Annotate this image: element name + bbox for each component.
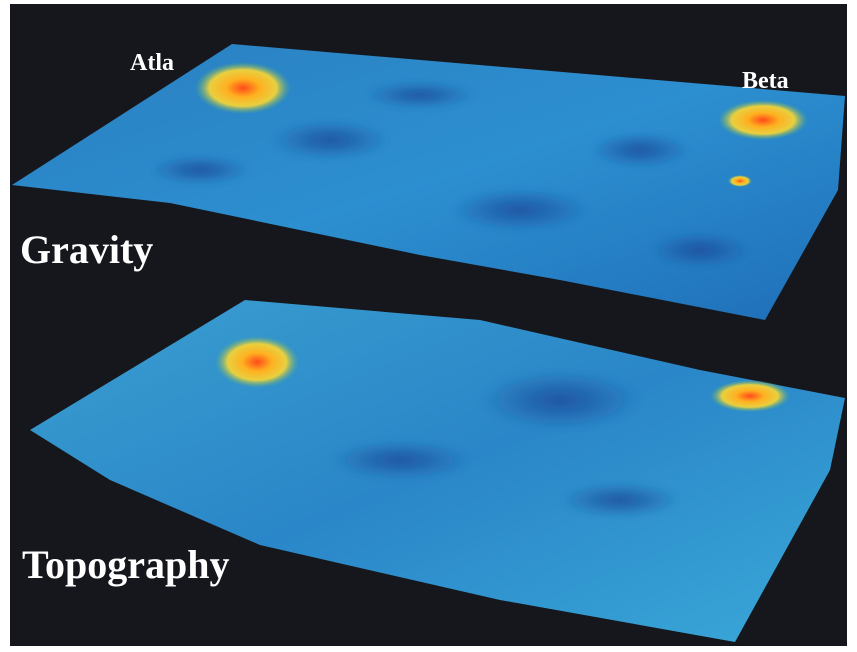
topography-label: Topography bbox=[22, 542, 230, 587]
atla-label: Atla bbox=[130, 50, 174, 76]
topography-texture bbox=[330, 370, 680, 518]
beta-peak bbox=[718, 100, 808, 140]
gravity-label: Gravity bbox=[20, 227, 153, 272]
atla-peak bbox=[195, 62, 291, 114]
gravity-surface bbox=[12, 44, 845, 320]
small-peak bbox=[728, 175, 752, 187]
beta-peak bbox=[710, 380, 790, 412]
gravity-texture bbox=[150, 81, 750, 268]
beta-label: Beta bbox=[742, 68, 789, 94]
topography-surface bbox=[30, 300, 845, 642]
atla-peak bbox=[215, 336, 299, 388]
